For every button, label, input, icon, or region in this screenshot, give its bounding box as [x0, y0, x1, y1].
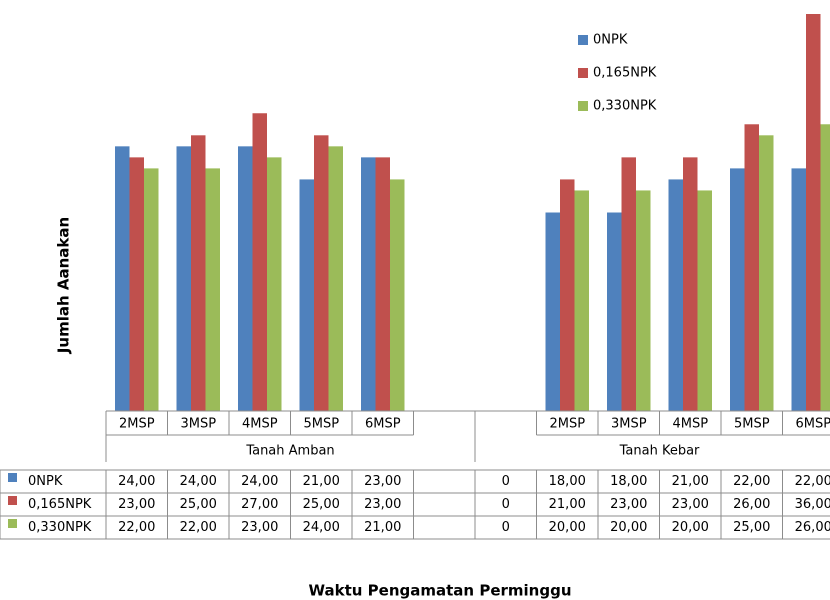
x-tick-label: 5MSP [303, 417, 339, 432]
table-value: 23,00 [610, 497, 647, 512]
bar [820, 124, 830, 412]
bar [361, 157, 376, 411]
table-value: 22,00 [733, 474, 770, 489]
table-value: 24,00 [303, 520, 340, 535]
legend-swatch [578, 35, 588, 45]
table-value: 24,00 [118, 474, 155, 489]
bar [621, 157, 636, 411]
bar [636, 190, 651, 411]
legend-label: 0NPK [593, 33, 628, 48]
table-value: 24,00 [180, 474, 217, 489]
row-label: 0NPK [28, 474, 63, 489]
bar [806, 14, 821, 411]
table-value: 0 [502, 520, 510, 535]
table-value: 20,00 [549, 520, 586, 535]
x-tick-label: 2MSP [549, 417, 585, 432]
table-value: 22,00 [118, 520, 155, 535]
legend-swatch [578, 68, 588, 78]
table-value: 26,00 [733, 497, 770, 512]
table-value: 21,00 [364, 520, 401, 535]
table-value: 25,00 [303, 497, 340, 512]
table-value: 25,00 [733, 520, 770, 535]
table-value: 18,00 [549, 474, 586, 489]
y-axis-label: Jumlah Aanakan [55, 217, 73, 354]
bar [328, 146, 343, 412]
table-value: 23,00 [364, 474, 401, 489]
x-tick-label: 3MSP [180, 417, 216, 432]
table-value: 23,00 [672, 497, 709, 512]
legend-label: 0,330NPK [593, 99, 657, 114]
x-tick-label: 2MSP [119, 417, 155, 432]
table-value: 18,00 [610, 474, 647, 489]
group-label: Tanah Kebar [619, 444, 700, 459]
table-value: 20,00 [672, 520, 709, 535]
bar [683, 157, 698, 411]
bar [759, 135, 774, 412]
row-label: 0,330NPK [28, 520, 92, 535]
bar [607, 212, 622, 411]
bar [560, 179, 575, 411]
table-value: 21,00 [672, 474, 709, 489]
group-label: Tanah Amban [245, 444, 334, 459]
legend-key [8, 519, 17, 528]
table-value: 25,00 [180, 497, 217, 512]
bar [176, 146, 191, 412]
table-value: 23,00 [364, 497, 401, 512]
row-label: 0,165NPK [28, 497, 92, 512]
x-tick-label: 6MSP [365, 417, 401, 432]
x-tick-label: 6MSP [795, 417, 830, 432]
bar [545, 212, 560, 411]
bar [205, 168, 220, 411]
legend-label: 0,165NPK [593, 66, 657, 81]
bar [129, 157, 144, 411]
table-value: 22,00 [795, 474, 830, 489]
bar [299, 179, 314, 411]
legend-key [8, 496, 17, 505]
table-value: 36,00 [795, 497, 830, 512]
table-value: 21,00 [303, 474, 340, 489]
bar [668, 179, 683, 411]
bar [115, 146, 130, 412]
x-tick-label: 3MSP [611, 417, 647, 432]
table-value: 22,00 [180, 520, 217, 535]
bar [390, 179, 405, 411]
x-tick-label: 4MSP [242, 417, 278, 432]
table-value: 26,00 [795, 520, 830, 535]
bar [730, 168, 745, 411]
bar [238, 146, 253, 412]
bar [375, 157, 390, 411]
bar [744, 124, 759, 412]
bar [191, 135, 206, 412]
table-value: 24,00 [241, 474, 278, 489]
bar [697, 190, 712, 411]
x-axis-label: Waktu Pengamatan Perminggu [309, 582, 572, 600]
bar [267, 157, 282, 411]
legend-key [8, 473, 17, 482]
table-value: 23,00 [241, 520, 278, 535]
bar [144, 168, 159, 411]
bar [791, 168, 806, 411]
table-value: 0 [502, 497, 510, 512]
x-tick-label: 5MSP [734, 417, 770, 432]
table-value: 27,00 [241, 497, 278, 512]
x-tick-label: 4MSP [672, 417, 708, 432]
bar [314, 135, 329, 412]
bar [252, 113, 267, 411]
legend-swatch [578, 101, 588, 111]
table-value: 0 [502, 474, 510, 489]
bar [574, 190, 589, 411]
table-value: 21,00 [549, 497, 586, 512]
table-value: 23,00 [118, 497, 155, 512]
table-value: 20,00 [610, 520, 647, 535]
